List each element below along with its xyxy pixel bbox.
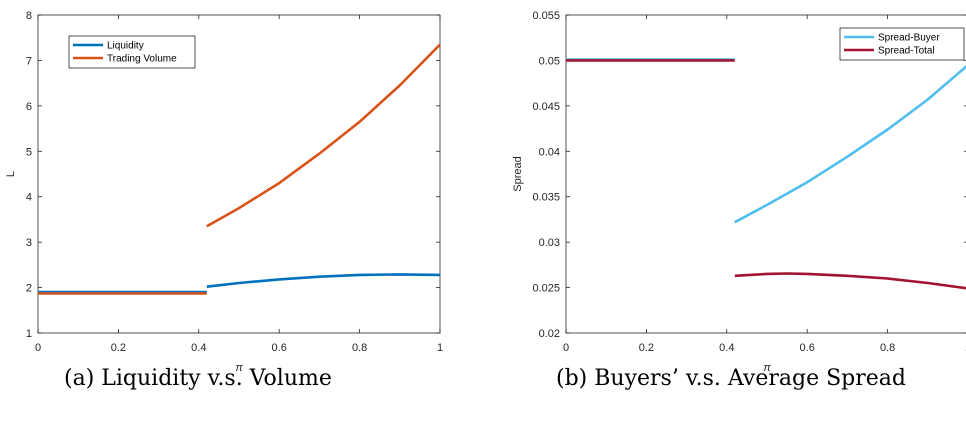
x-axis-label: π (235, 362, 243, 374)
y-tick-label: 0.035 (532, 192, 560, 204)
series-line-spread-total-segment-2 (734, 272, 966, 290)
x-tick-label: 0.4 (191, 342, 206, 354)
x-tick-label: 0.4 (719, 342, 734, 354)
x-tick-label: 0.8 (352, 342, 367, 354)
y-axis-label: L (5, 171, 17, 177)
y-tick-label: 4 (26, 192, 32, 204)
y-tick-label: 0.04 (539, 146, 560, 158)
y-tick-label: 8 (26, 10, 32, 22)
y-axis-label: Spread (512, 156, 524, 191)
y-tick-label: 0.055 (532, 10, 560, 22)
legend-label-spread-buyer: Spread-Buyer (878, 33, 940, 44)
y-tick-label: 1 (26, 328, 32, 340)
legend-label-trading-volume: Trading Volume (107, 54, 177, 65)
y-tick-label: 0.03 (539, 237, 560, 249)
legend-box (839, 27, 965, 61)
legend-a: Liquidity Trading Volume (68, 35, 196, 69)
legend-box (68, 35, 196, 69)
legend-label-liquidity: Liquidity (107, 41, 144, 52)
series-line-trading-volume-segment-2 (206, 43, 440, 228)
legend-label-spread-total: Spread-Total (878, 46, 935, 57)
caption-a: (a) Liquidity v.s. Volume (64, 366, 332, 391)
legend-b: Spread-Buyer Spread-Total (839, 27, 965, 61)
y-tick-label: 0.045 (532, 101, 560, 113)
y-tick-label: 0.02 (539, 328, 560, 340)
x-tick-label: 0.8 (880, 342, 895, 354)
chart-panel-b: 0 0.2 0.4 0.6 0.8 1 0.02 0.025 0.03 0.035 0.04 0.04… (512, 10, 966, 374)
y-tick-label: 2 (26, 283, 32, 295)
x-tick-label: 1 (965, 342, 966, 354)
chart-panel-a: 0 0.2 0.4 0.6 0.8 1 1 2 3 4 5 6 7 8 π L Liquidity Trading… (5, 10, 443, 374)
y-tick-label: 0.05 (539, 55, 560, 67)
y-tick-label: 7 (26, 55, 32, 67)
x-tick-label: 0.6 (800, 342, 815, 354)
x-tick-label: 1 (437, 342, 443, 354)
caption-b: (b) Buyers’ v.s. Average Spread (556, 366, 906, 391)
x-tick-label: 0 (563, 342, 569, 354)
x-tick-label: 0.2 (111, 342, 126, 354)
x-tick-label: 0.2 (639, 342, 654, 354)
y-tick-label: 0.025 (532, 283, 560, 295)
plot-area-b (565, 14, 966, 334)
series-group (566, 58, 966, 290)
series-group (38, 43, 440, 295)
y-tick-label: 5 (26, 146, 32, 158)
y-tick-label: 3 (26, 237, 32, 249)
y-tick-label: 6 (26, 101, 32, 113)
series-line-liquidity-segment-2 (206, 273, 440, 288)
x-axis-label: π (763, 362, 771, 374)
x-tick-label: 0 (35, 342, 41, 354)
x-tick-label: 0.6 (272, 342, 287, 354)
series-line-spread-buyer-segment-2 (734, 65, 966, 224)
